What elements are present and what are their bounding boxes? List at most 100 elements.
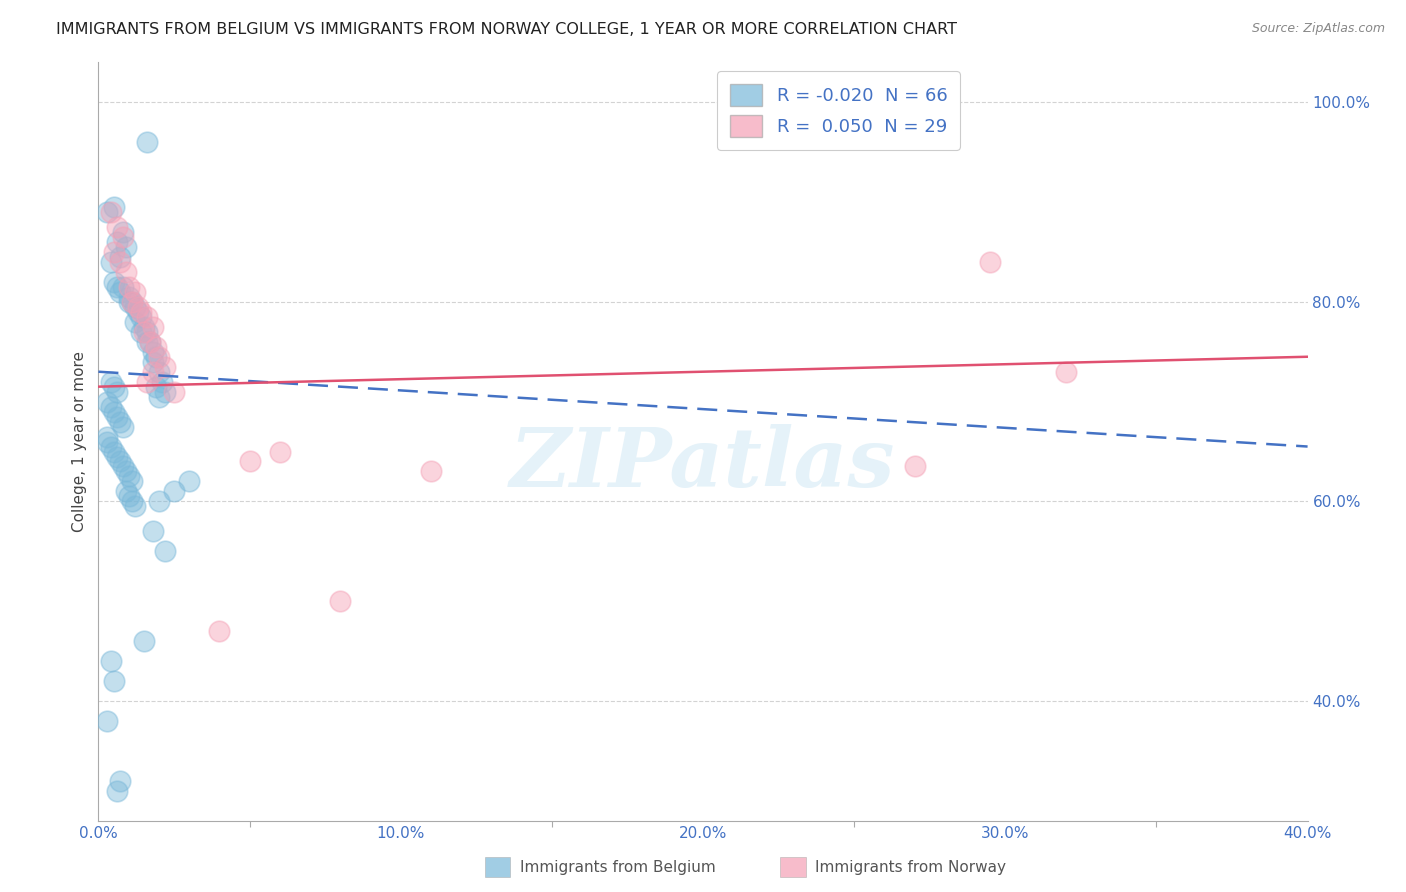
Point [129,305,152,319]
Point [105,280,128,294]
Point [124,300,146,314]
Point [121,294,143,309]
Point [105,220,128,235]
Point [114,265,136,279]
Point [153,359,176,374]
Point [108,250,131,264]
Point [118,290,141,304]
Point [105,384,128,399]
Legend: R = -0.020  N = 66, R =  0.050  N = 29: R = -0.020 N = 66, R = 0.050 N = 29 [717,71,960,150]
Point [150,375,173,389]
Point [142,344,165,359]
Point [153,544,176,558]
Point [208,624,231,639]
Point [135,334,157,349]
Point [139,334,162,349]
Point [179,475,201,489]
Point [118,490,141,504]
Point [103,200,125,214]
Point [145,340,167,354]
Point [114,240,136,254]
Point [100,375,122,389]
Point [124,500,146,514]
Point [121,494,143,508]
Point [121,475,143,489]
Point [105,783,128,797]
Point [142,524,165,539]
Point [111,459,134,474]
Point [239,454,262,468]
Point [108,454,131,468]
Point [100,654,122,668]
Point [135,310,157,324]
Point [129,310,152,324]
Point [103,379,125,393]
Point [145,379,167,393]
Y-axis label: College, 1 year or more: College, 1 year or more [72,351,87,532]
Point [96,429,118,443]
Point [105,450,128,464]
Point [139,334,162,349]
Point [148,494,170,508]
Point [111,225,134,239]
Text: ZIPatlas: ZIPatlas [510,425,896,504]
Point [111,419,134,434]
Point [148,390,170,404]
Point [142,355,165,369]
Text: Immigrants from Norway: Immigrants from Norway [815,860,1007,874]
Point [153,384,176,399]
Point [103,673,125,688]
Point [148,350,170,364]
Point [129,325,152,339]
Point [163,484,186,499]
Point [105,235,128,249]
Point [142,365,165,379]
Point [329,594,352,608]
Text: Immigrants from Belgium: Immigrants from Belgium [520,860,716,874]
Point [103,244,125,259]
Text: IMMIGRANTS FROM BELGIUM VS IMMIGRANTS FROM NORWAY COLLEGE, 1 YEAR OR MORE CORREL: IMMIGRANTS FROM BELGIUM VS IMMIGRANTS FR… [56,22,957,37]
Point [132,325,155,339]
Point [135,325,157,339]
Point [135,135,157,149]
Point [148,365,170,379]
Point [103,444,125,458]
Point [114,465,136,479]
Point [1054,365,1077,379]
Point [96,434,118,449]
Point [108,415,131,429]
Point [118,469,141,483]
Text: Source: ZipAtlas.com: Source: ZipAtlas.com [1251,22,1385,36]
Point [142,319,165,334]
Point [105,409,128,424]
Point [108,255,131,269]
Point [127,305,149,319]
Point [111,280,134,294]
Point [132,319,155,334]
Point [124,285,146,299]
Point [100,400,122,414]
Point [118,280,141,294]
Point [108,285,131,299]
Point [100,205,122,219]
Point [114,484,136,499]
Point [118,294,141,309]
Point [132,634,155,648]
Point [121,294,143,309]
Point [124,315,146,329]
Point [96,394,118,409]
Point [163,384,186,399]
Point [103,404,125,418]
Point [111,230,134,244]
Point [100,440,122,454]
Point [979,255,1001,269]
Point [135,375,157,389]
Point [103,275,125,289]
Point [96,714,118,728]
Point [127,300,149,314]
Point [269,444,291,458]
Point [100,255,122,269]
Point [108,773,131,788]
Point [145,350,167,364]
Point [904,459,927,474]
